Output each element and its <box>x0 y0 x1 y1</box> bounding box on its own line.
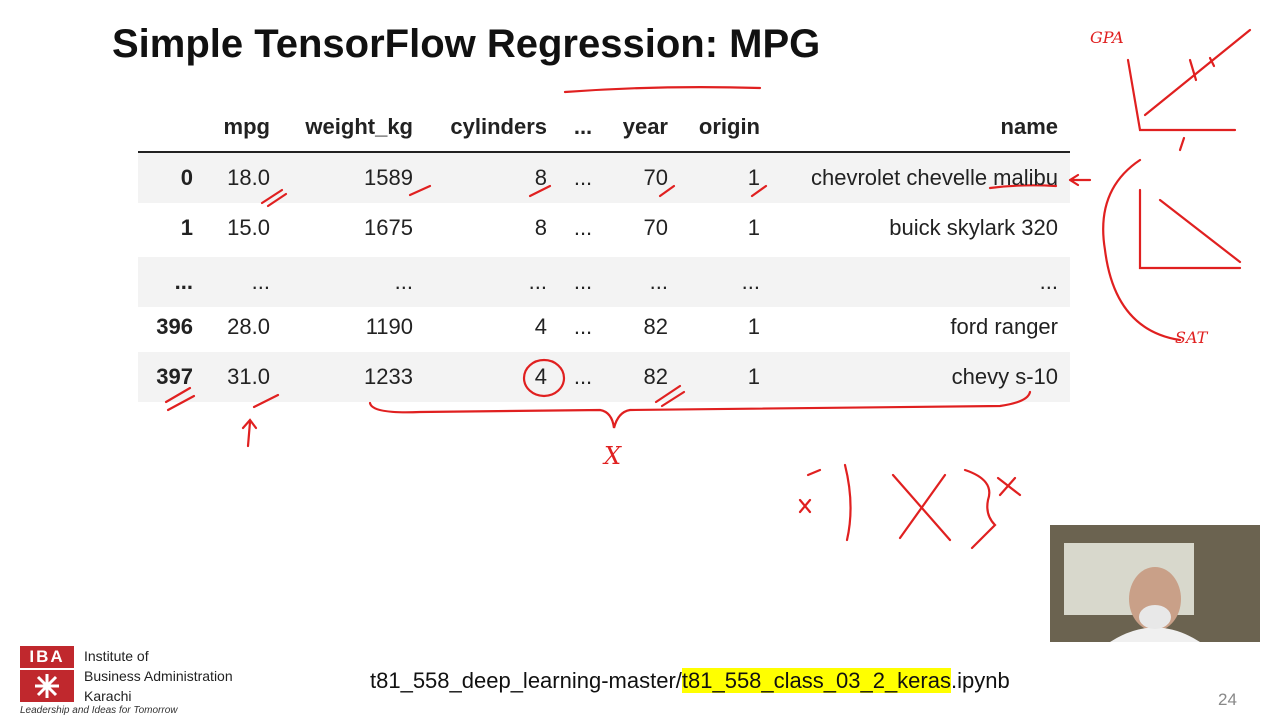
table-cell: 82 <box>643 364 668 389</box>
table-cell: 8 <box>534 165 547 190</box>
table-cell: ... <box>649 269 668 294</box>
row-index: 1 <box>180 215 193 240</box>
row-stripe <box>138 257 1070 307</box>
path-highlight: t81_558_class_03_2_keras <box>681 668 951 693</box>
table-cell: 18.0 <box>227 165 270 190</box>
table-cell: ford ranger <box>950 314 1058 339</box>
logo-mark: IBA <box>20 646 74 668</box>
row-index: 397 <box>156 364 193 389</box>
table-cell: 1589 <box>364 165 413 190</box>
table-cell: 70 <box>643 215 668 240</box>
row-stripe <box>138 352 1070 402</box>
table-cell: ... <box>573 364 593 389</box>
table-cell: ... <box>1039 269 1058 294</box>
table-cell: ... <box>394 269 413 294</box>
path-prefix: t81_558_deep_learning-master/ <box>370 668 682 693</box>
slide-number: 24 <box>1218 690 1237 709</box>
table-cell: ... <box>741 269 760 294</box>
table-cell: ... <box>573 215 593 240</box>
table-cell: 15.0 <box>227 215 270 240</box>
column-header: weight_kg <box>305 114 413 139</box>
notebook-path: t81_558_deep_learning-master/t81_558_cla… <box>370 668 1010 694</box>
ink-label: X <box>604 442 622 470</box>
logo-line: Business Administration <box>84 668 233 684</box>
logo-emblem <box>20 670 74 702</box>
table-cell: 4 <box>534 364 547 389</box>
column-header: cylinders <box>450 114 547 139</box>
row-index: 0 <box>180 165 193 190</box>
row-stripe <box>138 153 1070 203</box>
table-cell: 4 <box>534 314 547 339</box>
table-cell: ... <box>528 269 547 294</box>
slide-title: Simple TensorFlow Regression: MPG <box>112 22 821 66</box>
column-header: origin <box>698 114 760 139</box>
column-header: name <box>1000 114 1058 139</box>
table-cell: ... <box>573 165 593 190</box>
row-index: ... <box>174 269 193 294</box>
path-suffix: .ipynb <box>950 668 1010 693</box>
table-cell: ... <box>251 269 270 294</box>
logo-line: Institute of <box>84 648 149 664</box>
table-cell: buick skylark 320 <box>889 215 1058 240</box>
header-rule <box>138 151 1070 153</box>
table-cell: 1 <box>747 314 760 339</box>
table-cell: ... <box>573 269 593 294</box>
table-cell: 1 <box>747 215 760 240</box>
logo-line: Karachi <box>84 688 132 704</box>
table-cell: ... <box>573 314 593 339</box>
row-index: 396 <box>156 314 193 339</box>
table-cell: chevrolet chevelle malibu <box>810 165 1058 190</box>
column-header: ... <box>573 114 593 139</box>
table-cell: chevy s-10 <box>951 364 1058 389</box>
ink-label: GPA <box>1090 28 1124 47</box>
table-cell: 1 <box>747 364 760 389</box>
table-cell: 1675 <box>364 215 413 240</box>
table-cell: 31.0 <box>227 364 270 389</box>
table-cell: 1 <box>747 165 760 190</box>
webcam-video <box>1050 525 1260 642</box>
table-cell: 1190 <box>365 314 413 339</box>
table-cell: 1233 <box>364 364 413 389</box>
table-cell: 28.0 <box>227 314 270 339</box>
table-cell: 82 <box>643 314 668 339</box>
logo-text: Institute of Business Administration Kar… <box>84 646 233 706</box>
ink-label: SAT <box>1175 328 1208 347</box>
table-cell: 8 <box>534 215 547 240</box>
logo-tagline: Leadership and Ideas for Tomorrow <box>20 705 178 716</box>
column-header: mpg <box>223 114 270 139</box>
table-cell: 70 <box>643 165 668 190</box>
column-header: year <box>622 114 668 139</box>
